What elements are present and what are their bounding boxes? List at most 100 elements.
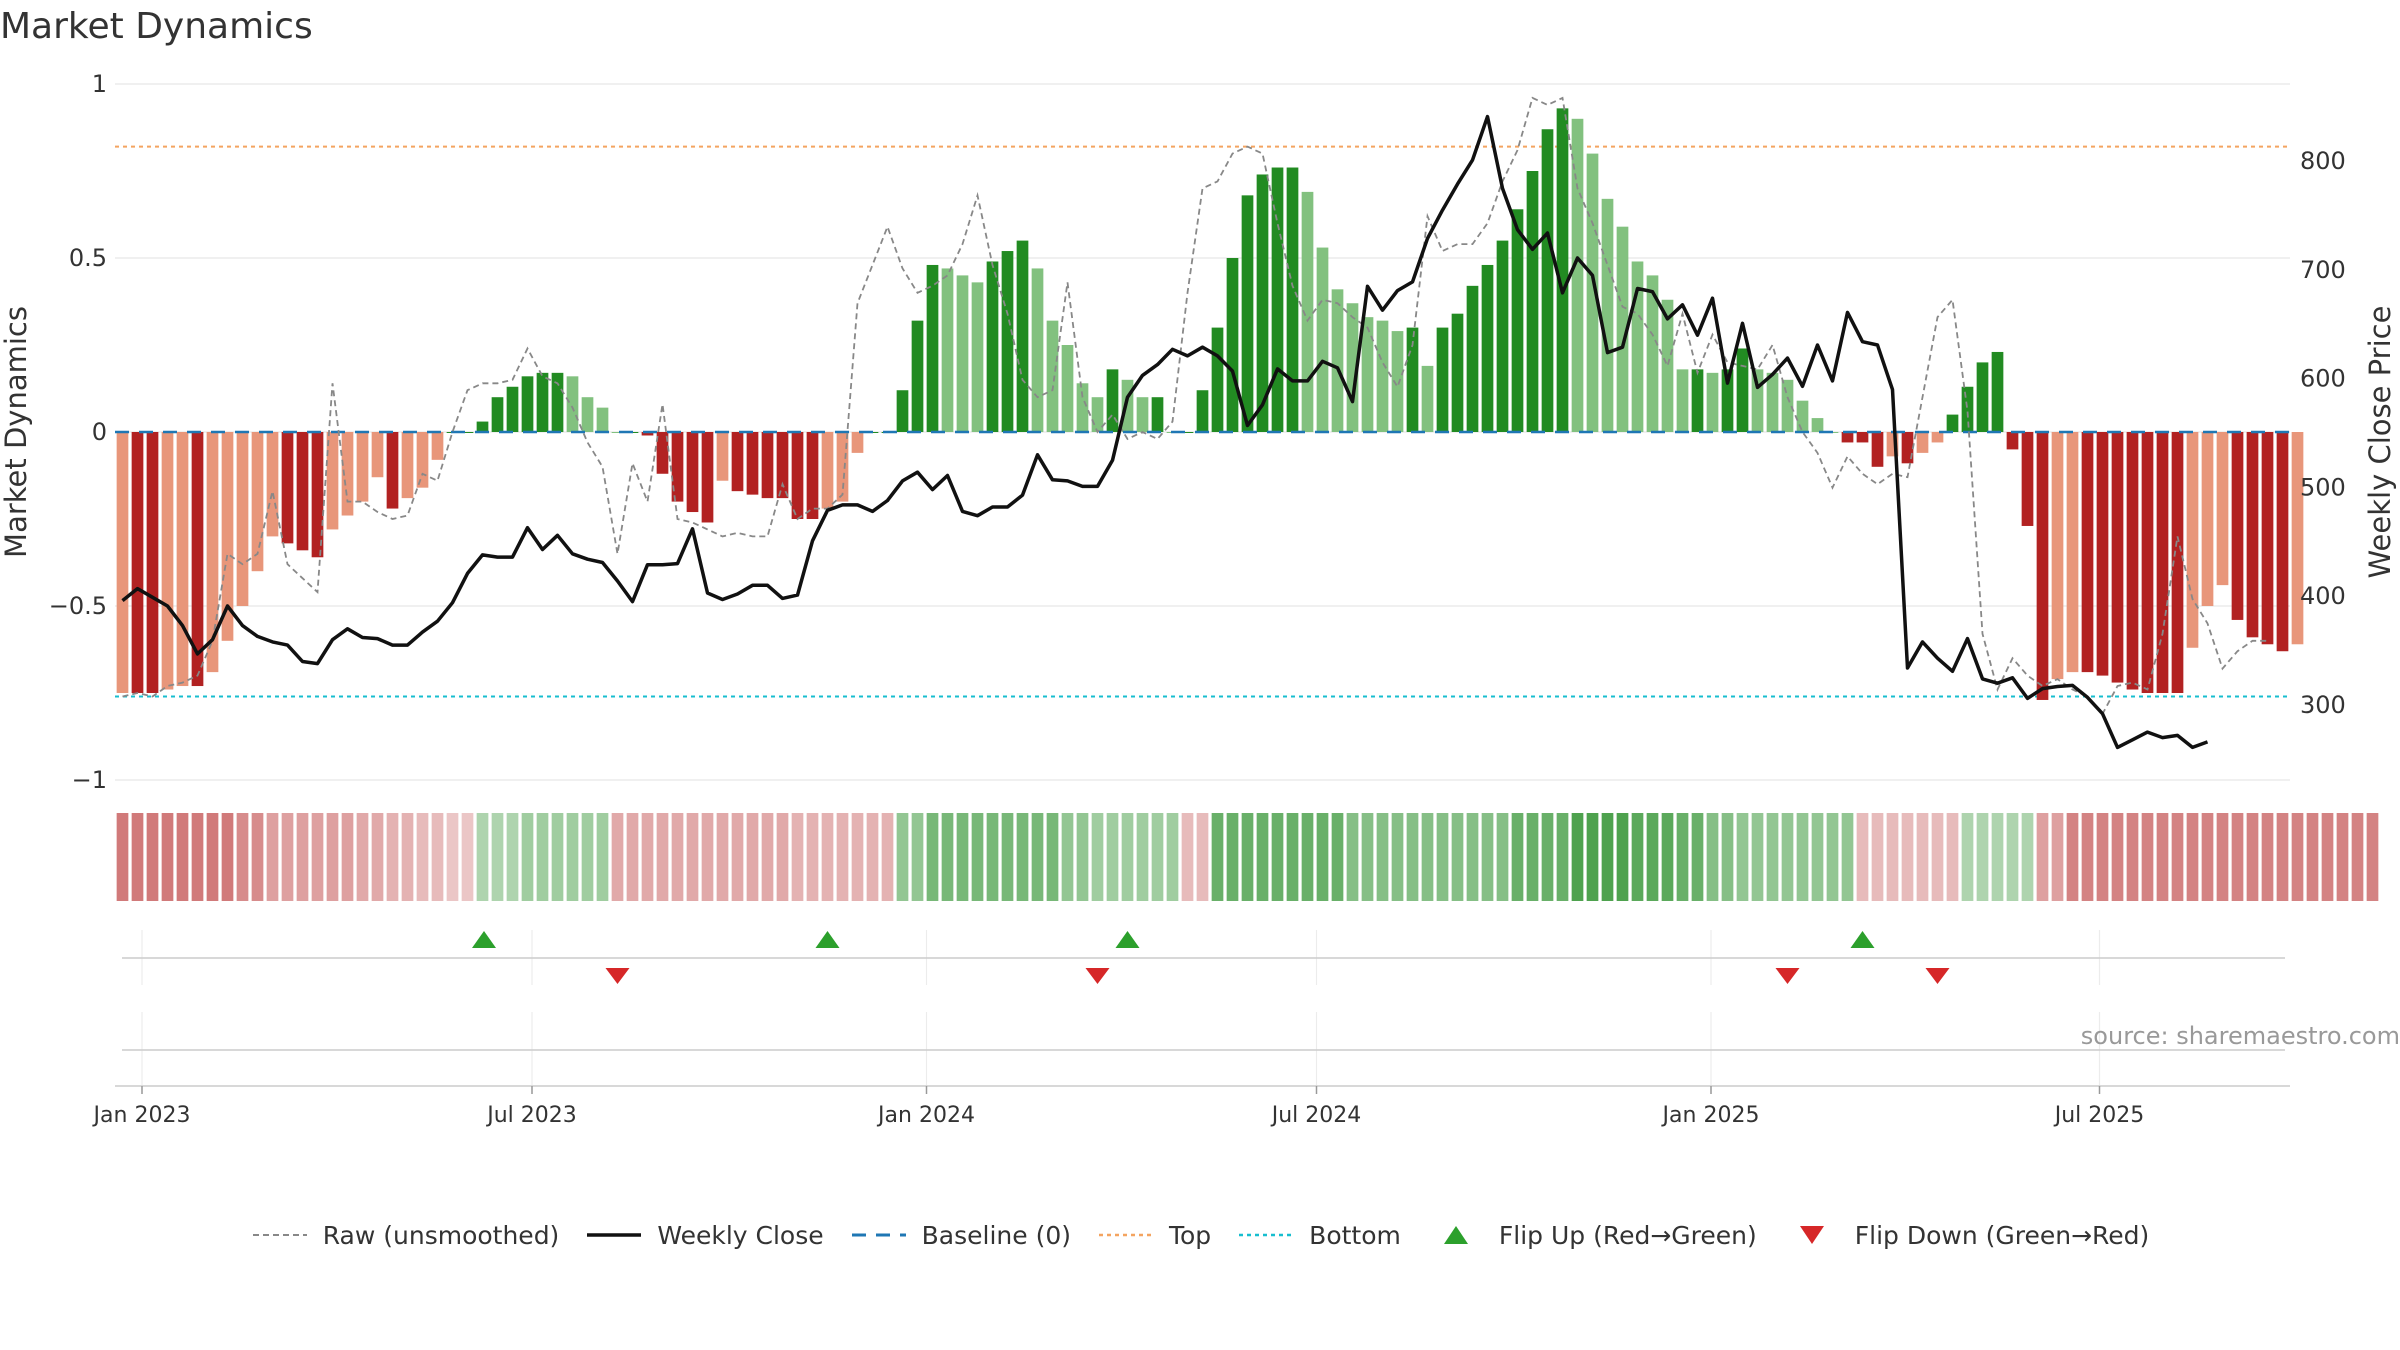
bar [1811, 418, 1824, 432]
strip-cell [896, 813, 909, 901]
bar [416, 432, 429, 488]
bar [2066, 432, 2079, 673]
lines-layer [115, 96, 2290, 750]
bar [146, 432, 159, 693]
strip-cell [2081, 813, 2094, 901]
bar [791, 432, 804, 519]
bar [1001, 251, 1014, 432]
bar [1046, 320, 1059, 432]
strip-cell [1421, 813, 1434, 901]
legend-item-flip-down: Flip Down (Green→Red) [1783, 1221, 2149, 1250]
strip-cell [1781, 813, 1794, 901]
bar [1691, 369, 1704, 432]
bar [2171, 432, 2184, 693]
bar [851, 432, 864, 453]
strip-cell [1541, 813, 1554, 901]
strip-cell [236, 813, 249, 901]
strip-cell [1916, 813, 1929, 901]
strip-cell [1091, 813, 1104, 901]
strip-cell [2276, 813, 2289, 901]
chart-title: Market Dynamics [0, 6, 313, 47]
bar [1376, 320, 1389, 432]
bar [671, 432, 684, 502]
strip-cell [1076, 813, 1089, 901]
bar [1601, 198, 1614, 432]
strip-cell [2156, 813, 2169, 901]
bar [1301, 191, 1314, 432]
bar [1796, 400, 1809, 432]
bar [746, 432, 759, 495]
bar [221, 432, 234, 641]
strip-cell [1556, 813, 1569, 901]
strip-cell [2006, 813, 2019, 901]
strip-cell [776, 813, 789, 901]
strip-cell [311, 813, 324, 901]
strip-cell [1496, 813, 1509, 901]
bar [1586, 153, 1599, 432]
strip-cell [701, 813, 714, 901]
strip-cell [266, 813, 279, 901]
legend-label-top: Top [1168, 1220, 1212, 1250]
bar [2126, 432, 2139, 690]
strip-cell [2186, 813, 2199, 901]
strip-cell [1811, 813, 1824, 901]
bar [1226, 258, 1239, 432]
flip-down-marker [1775, 968, 1800, 984]
strip-cell [206, 813, 219, 901]
bar [836, 432, 849, 502]
strip-cell [1016, 813, 1029, 901]
strip-cell [1676, 813, 1689, 901]
bar [2051, 432, 2064, 680]
bar [1841, 432, 1854, 443]
y-axis-title: Market Dynamics [0, 306, 33, 558]
flip-up-marker [472, 931, 496, 948]
bar [161, 432, 174, 690]
bar [2216, 432, 2229, 586]
bar [1736, 348, 1749, 432]
strip-cell [1151, 813, 1164, 901]
bar [476, 421, 489, 432]
bar [131, 432, 144, 693]
strip-cell [2126, 813, 2139, 901]
strip-cell [1871, 813, 1884, 901]
bar [611, 432, 624, 433]
legend-item-bottom: Bottom [1237, 1221, 1401, 1250]
raw-line [122, 96, 2268, 716]
bar [2291, 432, 2304, 645]
y-tick-label: 0 [92, 418, 107, 446]
bar [326, 432, 339, 530]
strip-cell [1511, 813, 1524, 901]
triangle-down-icon [1783, 1225, 1841, 1245]
bar [2111, 432, 2124, 683]
bar [1916, 432, 1929, 453]
strip-cell [341, 813, 354, 901]
legend-key-bottom [1237, 1225, 1295, 1245]
flip-up-marker [815, 931, 840, 948]
bar [2276, 432, 2289, 652]
flip-down-marker [1085, 968, 1110, 984]
flip-markers-panel [122, 930, 2285, 985]
bar [1871, 432, 1884, 467]
strip-cell [1976, 813, 1989, 901]
bar [1556, 108, 1569, 433]
bar [1181, 432, 1194, 433]
y-tick-label: 1 [92, 70, 107, 98]
bar [896, 390, 909, 432]
bar [1136, 397, 1149, 432]
strip-cell [1571, 813, 1584, 901]
strip-cell [1991, 813, 2004, 901]
y2-tick-label: 300 [2300, 691, 2346, 719]
strip-cell [1316, 813, 1329, 901]
strip-cell [1376, 813, 1389, 901]
bar [1091, 397, 1104, 432]
legend: Raw (unsmoothed) Weekly Close Baseline (… [0, 1210, 2400, 1260]
bar [596, 407, 609, 432]
strip-cell [1736, 813, 1749, 901]
bar [1031, 268, 1044, 432]
strip-cell [866, 813, 879, 901]
bar [1451, 313, 1464, 432]
strip-cell [971, 813, 984, 901]
strip-cell [596, 813, 609, 901]
bar [521, 376, 534, 432]
strip-cell [1211, 813, 1224, 901]
